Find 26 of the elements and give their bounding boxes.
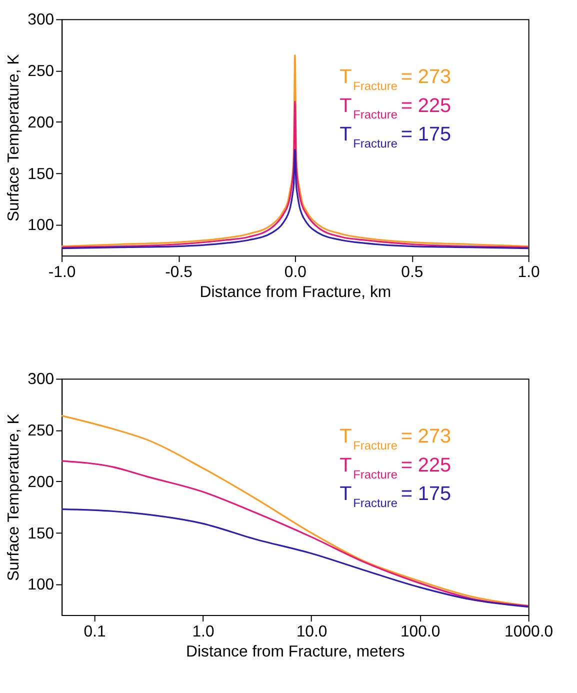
y-tick-label: 150 [28, 166, 54, 183]
y-tick-label: 100 [28, 576, 54, 594]
y-tick-label: 300 [28, 12, 54, 29]
x-tick-label: 0.5 [401, 264, 424, 281]
y-tick-label: 300 [28, 371, 54, 388]
x-tick-label: 1000.0 [504, 623, 554, 640]
y-tick-label: 150 [28, 525, 54, 542]
y-axis-title: Surface Temperature, K [6, 54, 23, 222]
x-tick-label: 10.0 [296, 623, 328, 640]
y-tick-label: 250 [28, 63, 54, 80]
y-tick-label: 200 [28, 114, 54, 132]
x-tick-label: 100.0 [400, 623, 440, 640]
x-tick-label: 1.0 [192, 623, 214, 640]
x-tick-label: -0.5 [165, 264, 193, 281]
y-axis-title: Surface Temperature, K [6, 413, 23, 582]
x-tick-label: 0.0 [284, 264, 307, 281]
line-series [62, 148, 528, 250]
x-tick-label: 0.1 [84, 623, 106, 640]
x-axis-title: Distance from Fracture, km [200, 284, 392, 301]
y-tick-label: 100 [28, 217, 54, 234]
x-tick-label: 1.0 [518, 264, 540, 281]
y-tick-label: 250 [28, 422, 54, 440]
line-series [62, 54, 528, 248]
x-axis-title: Distance from Fracture, meters [186, 643, 405, 660]
x-tick-label: -1.0 [48, 264, 76, 281]
y-tick-label: 200 [28, 474, 54, 491]
